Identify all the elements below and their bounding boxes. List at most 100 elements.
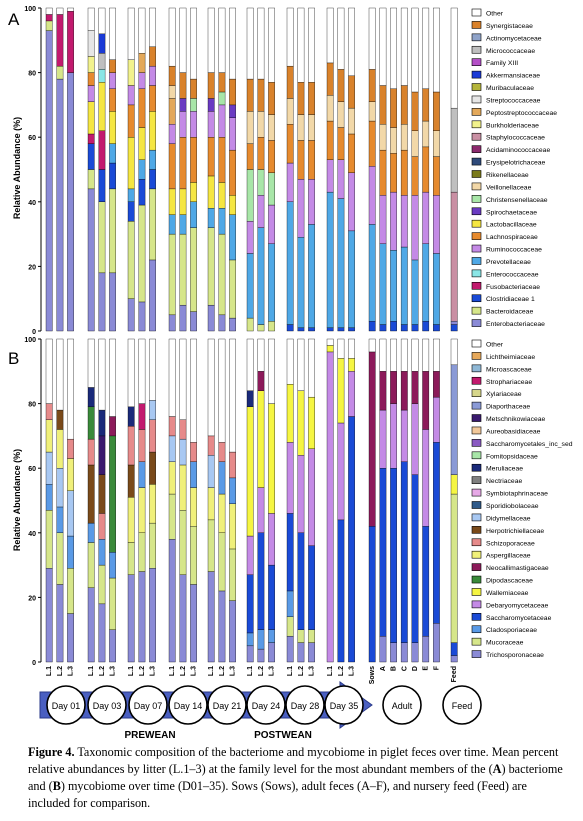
panel-b-axes: 0 20 40 60 80 100 [24, 337, 42, 667]
bar-segment [422, 146, 430, 193]
bar-segment [422, 88, 430, 122]
bar-segment [308, 448, 315, 546]
legend-swatch [471, 488, 482, 497]
x-tick-label: C [401, 666, 408, 671]
bar-segment [286, 162, 294, 202]
bar-segment [138, 179, 146, 206]
bar-segment [109, 338, 116, 417]
x-tick-label: Feed [451, 666, 458, 682]
x-tick-label: L.1 [287, 666, 294, 676]
bar-segment [326, 191, 334, 328]
bar-segment [379, 409, 387, 469]
bar-segment [286, 513, 294, 592]
bar-segment [422, 120, 430, 148]
legend-swatch [471, 352, 482, 360]
bar-segment [229, 548, 236, 601]
legend-swatch [471, 600, 482, 609]
bar-segment [168, 124, 176, 144]
legend-swatch [471, 132, 482, 141]
bar-segment [450, 364, 458, 475]
legend-entry: Dipodascaceae [486, 578, 533, 585]
panel-a-bars [45, 7, 458, 332]
bar-segment [109, 7, 116, 60]
x-tick-label: L.2 [139, 666, 146, 676]
bar-segment [411, 642, 419, 663]
bar-segment [207, 487, 215, 521]
bar-segment [98, 539, 106, 566]
bar-segment [149, 522, 156, 569]
bar-segment [67, 613, 74, 663]
x-tick-label: L.3 [191, 666, 198, 676]
bar-segment [138, 403, 146, 430]
bar-segment [218, 590, 226, 663]
bar-segment [207, 208, 215, 228]
legend-swatch [471, 364, 482, 373]
bar-segment [98, 33, 106, 54]
timeline-day-label: Day 03 [93, 701, 122, 711]
bar-segment [433, 442, 440, 624]
timeline-day-circle [246, 685, 286, 725]
legend-entry: Sporidiobolaceae [486, 503, 539, 510]
bar-segment [257, 137, 265, 170]
panel-b-legend: Other Lichtheimiaceae Microascaceae Stropha… [471, 339, 573, 659]
legend-entry: Actinomycetaceae [486, 35, 542, 42]
bar-segment [207, 571, 215, 663]
legend-swatch [471, 294, 482, 303]
bar-segment [229, 78, 236, 106]
bar-segment [149, 7, 156, 47]
bar-segment [190, 137, 197, 183]
bar-segment [400, 149, 408, 196]
bar-segment [286, 384, 294, 443]
bar-segment [411, 338, 419, 372]
bar-segment [168, 461, 176, 495]
bar-segment [326, 62, 334, 96]
bar-segment [87, 72, 95, 86]
bar-segment [450, 321, 458, 325]
timeline-day-circle [46, 685, 86, 725]
bar-segment [422, 243, 430, 322]
legend-entry: Muribaculaceae [486, 85, 534, 92]
bar-segment [138, 301, 146, 332]
bar-segment [56, 584, 64, 663]
bar-segment [257, 78, 265, 112]
legend-swatch [471, 145, 482, 153]
bar-segment [450, 338, 458, 366]
legend-entry: Meruliaceae [486, 466, 523, 473]
bar-segment [98, 474, 106, 514]
legend-entry: Other [486, 342, 504, 349]
bar-segment [179, 233, 187, 306]
legend-swatch [471, 269, 482, 278]
bar-segment [368, 351, 376, 527]
bar-segment [337, 7, 345, 70]
bar-segment [98, 603, 106, 663]
legend-entry: Microascaceae [486, 366, 532, 373]
bar-segment [379, 324, 387, 332]
bar-segment [109, 59, 116, 73]
timeline-day-label: Day 28 [291, 701, 320, 711]
legend-swatch [471, 319, 482, 327]
bar-segment [218, 338, 226, 443]
caption-text-2: ) bacteriome and ( [28, 762, 563, 793]
bar-segment [218, 137, 226, 183]
x-tick-label: L.3 [309, 666, 316, 676]
bar-segment [179, 464, 187, 511]
bar-segment [411, 403, 419, 475]
legend-entry: Herpotrichiellaceae [486, 528, 544, 535]
bar-segment [368, 120, 376, 167]
bar-segment [379, 468, 387, 637]
bar-segment [286, 201, 294, 325]
bar-segment [87, 387, 95, 408]
y-tick-label: 20 [28, 595, 36, 602]
bar-segment [348, 107, 355, 135]
bar-segment [400, 409, 408, 462]
bar-segment [229, 451, 236, 479]
legend-entry: Synergistaceae [486, 23, 533, 30]
x-tick-label: F [433, 665, 440, 670]
bar-segment [207, 137, 215, 177]
y-tick-label: 40 [28, 531, 36, 538]
bar-segment [149, 338, 156, 401]
bar-segment [87, 542, 95, 588]
bar-segment [87, 85, 95, 102]
bar-segment [400, 7, 408, 86]
bar-segment [138, 487, 146, 533]
